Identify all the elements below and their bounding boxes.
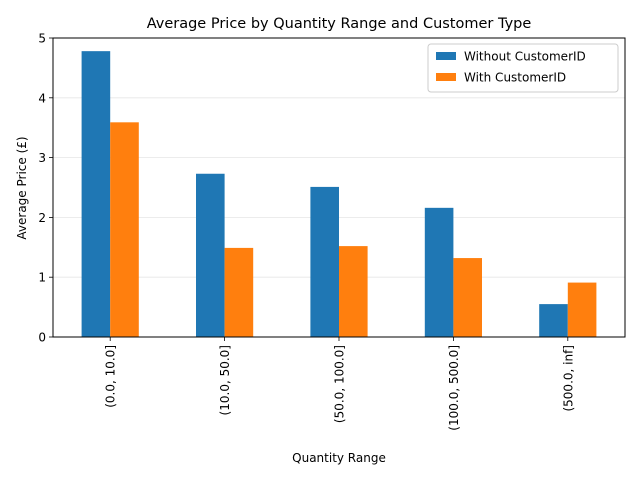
y-tick-label: 5 (38, 32, 46, 46)
legend-swatch (436, 73, 456, 81)
x-tick-label: (50.0, 100.0] (333, 345, 347, 423)
x-axis-label: Quantity Range (292, 451, 386, 465)
y-tick-label: 3 (38, 151, 46, 165)
bar-with-customerid (224, 247, 254, 337)
legend-box (427, 43, 619, 93)
bar-with-customerid (339, 246, 368, 337)
bar-without-customerid (196, 173, 225, 337)
bar-with-customerid (110, 122, 139, 338)
legend: Without CustomerID With CustomerID (427, 43, 619, 93)
legend-label: With CustomerID (464, 71, 566, 85)
plot-frame (52, 37, 626, 338)
x-axis: (0.0, 10.0] (10.0, 50.0] (50.0, 100.0] (100… (104, 337, 575, 431)
y-tick-label: 4 (38, 91, 46, 105)
bar-without-customerid (310, 186, 339, 337)
x-tick-label: (10.0, 50.0] (218, 345, 232, 415)
bar-with-customerid (567, 282, 597, 337)
y-tick-label: 2 (38, 211, 46, 225)
bars (81, 51, 597, 338)
x-tick-label: (500.0, inf] (561, 345, 575, 412)
chart-title: Average Price by Quantity Range and Cust… (147, 16, 532, 32)
y-axis: 0 1 2 3 4 5 (38, 32, 53, 345)
y-axis-label: Average Price (£) (15, 136, 29, 239)
x-tick-label: (0.0, 10.0] (104, 345, 118, 408)
x-tick-label: (100.0, 500.0] (447, 345, 461, 431)
y-tick-label: 1 (38, 271, 46, 285)
bar-with-customerid (453, 258, 482, 337)
legend-swatch (436, 52, 456, 60)
bar-without-customerid (81, 51, 111, 337)
legend-label: Without CustomerID (464, 50, 586, 64)
y-tick-label: 0 (38, 331, 46, 345)
bar-without-customerid (539, 304, 568, 337)
bar-without-customerid (424, 207, 454, 337)
